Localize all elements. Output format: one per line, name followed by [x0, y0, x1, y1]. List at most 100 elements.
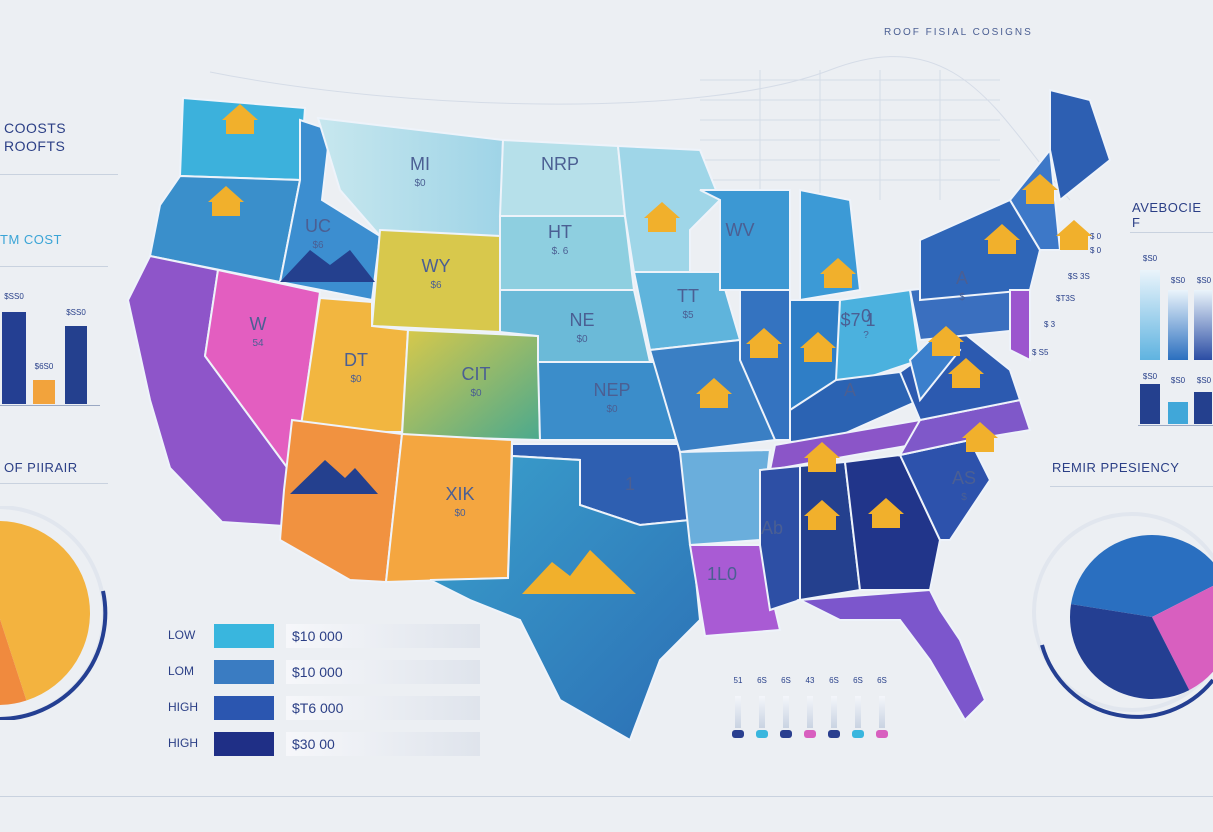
state-abbr-label: NE: [569, 310, 594, 330]
legend-value: $T6 000: [286, 696, 480, 720]
state-arkansas[interactable]: [678, 448, 772, 547]
state-mississippi[interactable]: [759, 464, 801, 612]
state-new-york[interactable]: [919, 198, 1042, 302]
mini-scale-label: 6S: [853, 676, 863, 685]
side-label: $S 3S: [1068, 272, 1090, 281]
state-labels: MI $0 NRP UC $6 WY $6 HT $. 6 W 54 TT $5 NE $0 DT $0 CIT $…: [250, 154, 977, 584]
legend-swatch: [214, 732, 274, 756]
legend-swatch: [214, 624, 274, 648]
right-bar: [1168, 402, 1188, 424]
pie-slice: [1070, 604, 1190, 699]
state-abbr-label: WY: [422, 256, 451, 276]
state-maine[interactable]: [1049, 88, 1112, 202]
cost-bar: [33, 380, 55, 404]
legend-label: LOM: [168, 664, 195, 678]
side-label: $ 0: [1090, 246, 1102, 255]
roof-icon: [522, 550, 636, 594]
house-icon: [948, 358, 984, 388]
state-ohio[interactable]: [834, 288, 922, 381]
mini-scale-bar: [879, 696, 885, 728]
house-icon: [1056, 220, 1092, 250]
repair-divider: [0, 483, 108, 484]
side-label: $ S5: [1032, 348, 1049, 357]
mini-scale-dot: [756, 730, 768, 738]
mini-scale-label: 6S: [781, 676, 791, 685]
mini-scale-bar: [759, 696, 765, 728]
state-cost-label: $0: [414, 178, 426, 189]
mini-scale-label: 43: [805, 676, 815, 685]
mini-scale-dot: [804, 730, 816, 738]
state-cost-label: ?: [863, 330, 869, 341]
right-bar-label: $S0: [1196, 376, 1212, 385]
legend-row-lom: LOM $10 000: [168, 660, 480, 684]
right-bar: [1194, 392, 1212, 424]
mini-scale-dot: [732, 730, 744, 738]
mini-scale-bar: [855, 696, 861, 728]
state-abbr-label: AS: [952, 468, 976, 488]
right-bar-chart-top: $S0 $S0 $S0: [1138, 250, 1213, 360]
state-cost-label: 54: [252, 338, 264, 349]
state-abbr-label: A: [956, 268, 968, 288]
right-bar-label: $S0: [1142, 254, 1158, 263]
state-florida[interactable]: [796, 588, 987, 722]
legend-label: HIGH: [168, 700, 198, 714]
state-texas[interactable]: [429, 454, 702, 742]
state-cost-label: $: [959, 292, 965, 303]
side-label: $T3S: [1056, 294, 1076, 303]
state-cost-label: $0: [576, 334, 588, 345]
state-louisiana[interactable]: [688, 544, 782, 638]
state-illinois[interactable]: [739, 289, 791, 441]
state-colorado[interactable]: [400, 328, 542, 442]
state-abbr-label: WV: [726, 220, 755, 240]
cost-bar: [2, 312, 26, 404]
state-north-dakota[interactable]: [498, 138, 627, 217]
right-pie-ring: [1032, 512, 1213, 712]
house-icon: [820, 258, 856, 288]
house-icon: [746, 328, 782, 358]
state-kansas[interactable]: [536, 361, 678, 441]
mini-scale-bar: [783, 696, 789, 728]
state-abbr-label: Ab: [761, 518, 783, 538]
state-new-mexico[interactable]: [384, 432, 514, 584]
legend-value: $10 000: [286, 660, 480, 684]
cost-bar-label: $SS0: [4, 292, 24, 301]
right-bar-label: $S0: [1170, 276, 1186, 285]
state-arizona[interactable]: [278, 418, 404, 584]
right-pie-chart: [1032, 512, 1213, 719]
state-abbr-label: DT: [344, 350, 368, 370]
state-abbr-label: A: [844, 380, 856, 400]
house-icon: [804, 500, 840, 530]
state-cost-label: $0: [454, 508, 466, 519]
house-icon: [696, 378, 732, 408]
legend-swatch: [214, 696, 274, 720]
pie-slice: [1071, 535, 1213, 617]
house-icon: [800, 332, 836, 362]
legend-label: LOW: [168, 628, 196, 642]
decorative-grid: [209, 56, 1071, 201]
right-pie-outer-arc: [1040, 644, 1213, 719]
legend-row-high: HIGH $T6 000: [168, 696, 480, 720]
side-label: $ 3: [1044, 320, 1056, 329]
right-bar: [1168, 290, 1188, 360]
right-bar: [1194, 290, 1212, 360]
state-cost-label: $6: [430, 280, 442, 291]
legend-label: HIGH: [168, 736, 198, 750]
state-abbr-label: NRP: [541, 154, 579, 174]
house-icon: [1022, 174, 1058, 204]
house-icon: [222, 104, 258, 134]
average-title: AVEBOCIE F: [1132, 200, 1202, 230]
legend-swatch: [214, 660, 274, 684]
cost-title: TM COST: [0, 232, 62, 247]
state-abbr-label: TT: [677, 286, 699, 306]
state-abbr-label: $7 1: [840, 310, 875, 330]
left-pie-chart: [0, 506, 108, 720]
state-cost-label: $6: [312, 240, 324, 251]
pie-slice: [1152, 585, 1213, 691]
pie-slice: [0, 619, 27, 705]
pie-slice: [0, 521, 90, 701]
state-new-jersey[interactable]: [1009, 289, 1031, 362]
legend-value: $30 00: [286, 732, 480, 756]
mini-scale-bar: [807, 696, 813, 728]
mini-scale-label: 6S: [877, 676, 887, 685]
